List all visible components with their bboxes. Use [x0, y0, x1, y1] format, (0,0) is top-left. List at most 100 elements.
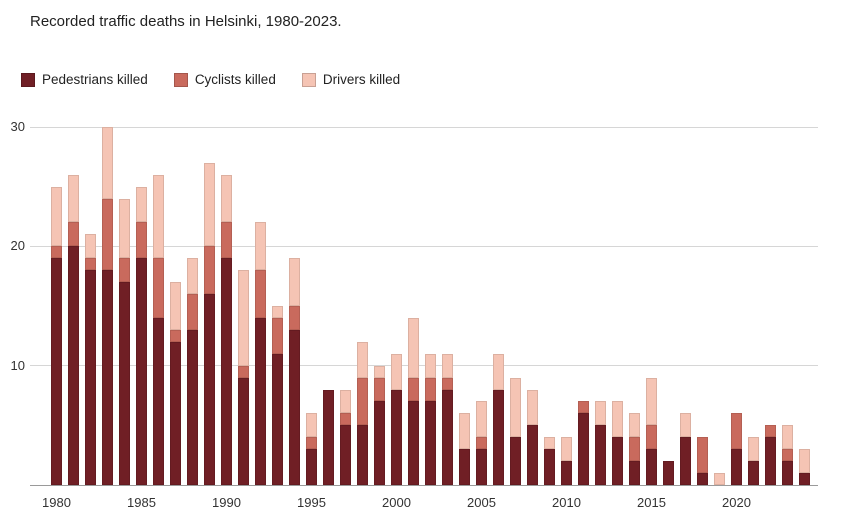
bar-segment-drivers-2009: [544, 437, 555, 450]
bar-segment-pedestrians-1985: [136, 258, 147, 485]
bar-segment-pedestrians-2005: [476, 449, 487, 485]
bar-segment-pedestrians-1994: [289, 329, 300, 485]
bar-segment-drivers-2017: [680, 413, 691, 438]
bar-segment-pedestrians-1984: [119, 282, 130, 485]
bar-segment-cyclists-1995: [306, 437, 317, 450]
bar-segment-pedestrians-1996: [323, 389, 334, 485]
gridline-y-10: [30, 365, 818, 367]
bar-segment-drivers-1986: [153, 174, 164, 259]
bar-segment-cyclists-2018: [697, 437, 708, 474]
bar-segment-cyclists-2015: [646, 425, 657, 450]
bar-segment-pedestrians-1989: [204, 294, 215, 485]
bar-segment-pedestrians-1999: [374, 401, 385, 485]
bar-segment-drivers-1994: [289, 258, 300, 306]
bar-segment-cyclists-2023: [782, 449, 793, 462]
bar-segment-drivers-2010: [561, 437, 572, 462]
bar-segment-drivers-1985: [136, 186, 147, 223]
bar-segment-pedestrians-2018: [697, 473, 708, 485]
bar-segment-drivers-2013: [612, 401, 623, 438]
bar-segment-drivers-2021: [748, 437, 759, 462]
bar-segment-pedestrians-1982: [85, 270, 96, 485]
y-axis-label-10: 10: [10, 357, 25, 373]
legend-label-cyclists: Cyclists killed: [194, 72, 276, 87]
bar-segment-pedestrians-1990: [221, 258, 232, 485]
bar-segment-drivers-2000: [391, 353, 402, 390]
bar-segment-pedestrians-2009: [544, 449, 555, 485]
bar-segment-drivers-1999: [374, 365, 385, 378]
bar-segment-drivers-2008: [527, 389, 538, 426]
bar-segment-cyclists-1991: [238, 365, 249, 378]
bar-segment-drivers-1981: [68, 174, 79, 223]
bar-segment-pedestrians-2013: [612, 437, 623, 485]
bar-segment-drivers-2001: [408, 317, 419, 378]
bar-segment-pedestrians-2006: [493, 389, 504, 485]
bar-segment-cyclists-1987: [170, 329, 181, 342]
x-axis-label-2010: 2010: [552, 495, 581, 510]
bar-segment-drivers-1988: [187, 258, 198, 295]
bar-segment-cyclists-1989: [204, 246, 215, 295]
bar-segment-cyclists-1997: [340, 413, 351, 426]
bar-segment-drivers-2012: [595, 401, 606, 426]
x-axis-label-1980: 1980: [42, 495, 71, 510]
bar-segment-drivers-1980: [51, 186, 62, 247]
bar-segment-drivers-1989: [204, 162, 215, 247]
bar-segment-cyclists-1994: [289, 306, 300, 330]
bar-segment-drivers-2014: [629, 413, 640, 438]
x-axis-label-2000: 2000: [382, 495, 411, 510]
bar-segment-drivers-2006: [493, 353, 504, 390]
bar-segment-pedestrians-2003: [442, 389, 453, 485]
bar-segment-cyclists-2003: [442, 377, 453, 390]
bar-segment-drivers-1993: [272, 306, 283, 318]
x-axis-label-2015: 2015: [637, 495, 666, 510]
bar-segment-drivers-2003: [442, 353, 453, 378]
bar-segment-pedestrians-1980: [51, 258, 62, 485]
bar-segment-cyclists-1984: [119, 258, 130, 283]
bar-segment-drivers-1991: [238, 270, 249, 366]
bar-segment-cyclists-1981: [68, 222, 79, 247]
bar-segment-drivers-1997: [340, 389, 351, 414]
bar-segment-pedestrians-2002: [425, 401, 436, 485]
bar-segment-drivers-1987: [170, 282, 181, 330]
bar-segment-pedestrians-2015: [646, 449, 657, 485]
bar-segment-cyclists-2002: [425, 377, 436, 402]
bar-segment-pedestrians-2017: [680, 437, 691, 485]
bar-segment-pedestrians-2020: [731, 449, 742, 485]
bar-segment-drivers-2024: [799, 449, 810, 474]
bar-segment-cyclists-1985: [136, 222, 147, 259]
bar-segment-pedestrians-2023: [782, 461, 793, 485]
bar-segment-pedestrians-2021: [748, 461, 759, 485]
bar-segment-cyclists-1990: [221, 222, 232, 259]
bar-segment-cyclists-1983: [102, 198, 113, 271]
bar-segment-drivers-1998: [357, 341, 368, 378]
bar-segment-drivers-2007: [510, 377, 521, 438]
bar-segment-cyclists-2001: [408, 377, 419, 402]
bar-segment-pedestrians-1992: [255, 317, 266, 485]
bar-segment-drivers-2004: [459, 413, 470, 450]
bar-segment-cyclists-1998: [357, 377, 368, 426]
x-axis-label-2020: 2020: [722, 495, 751, 510]
bar-segment-pedestrians-2001: [408, 401, 419, 485]
bar-segment-cyclists-2020: [731, 413, 742, 450]
bar-segment-pedestrians-1988: [187, 329, 198, 485]
bar-segment-pedestrians-1981: [68, 246, 79, 485]
bar-segment-drivers-2005: [476, 401, 487, 438]
bar-segment-cyclists-1992: [255, 270, 266, 318]
legend-swatch-cyclists-icon: [173, 72, 188, 87]
gridline-y-20: [30, 245, 818, 247]
bar-segment-cyclists-1999: [374, 377, 385, 402]
bar-segment-pedestrians-1997: [340, 425, 351, 485]
plot-area: [30, 126, 818, 486]
bar-segment-pedestrians-1998: [357, 425, 368, 485]
x-axis-label-1990: 1990: [212, 495, 241, 510]
bar-segment-pedestrians-2024: [799, 473, 810, 485]
bar-segment-pedestrians-1987: [170, 341, 181, 485]
legend-item-cyclists: Cyclists killed: [173, 72, 276, 87]
bar-segment-cyclists-2014: [629, 437, 640, 462]
bar-segment-drivers-1982: [85, 234, 96, 259]
legend-swatch-pedestrians-icon: [21, 72, 35, 87]
legend-label-drivers: Drivers killed: [322, 72, 401, 87]
bar-segment-pedestrians-1991: [238, 377, 249, 485]
x-axis-label-1995: 1995: [297, 495, 326, 510]
bar-segment-cyclists-2011: [578, 401, 589, 414]
legend-swatch-drivers-icon: [301, 72, 316, 87]
